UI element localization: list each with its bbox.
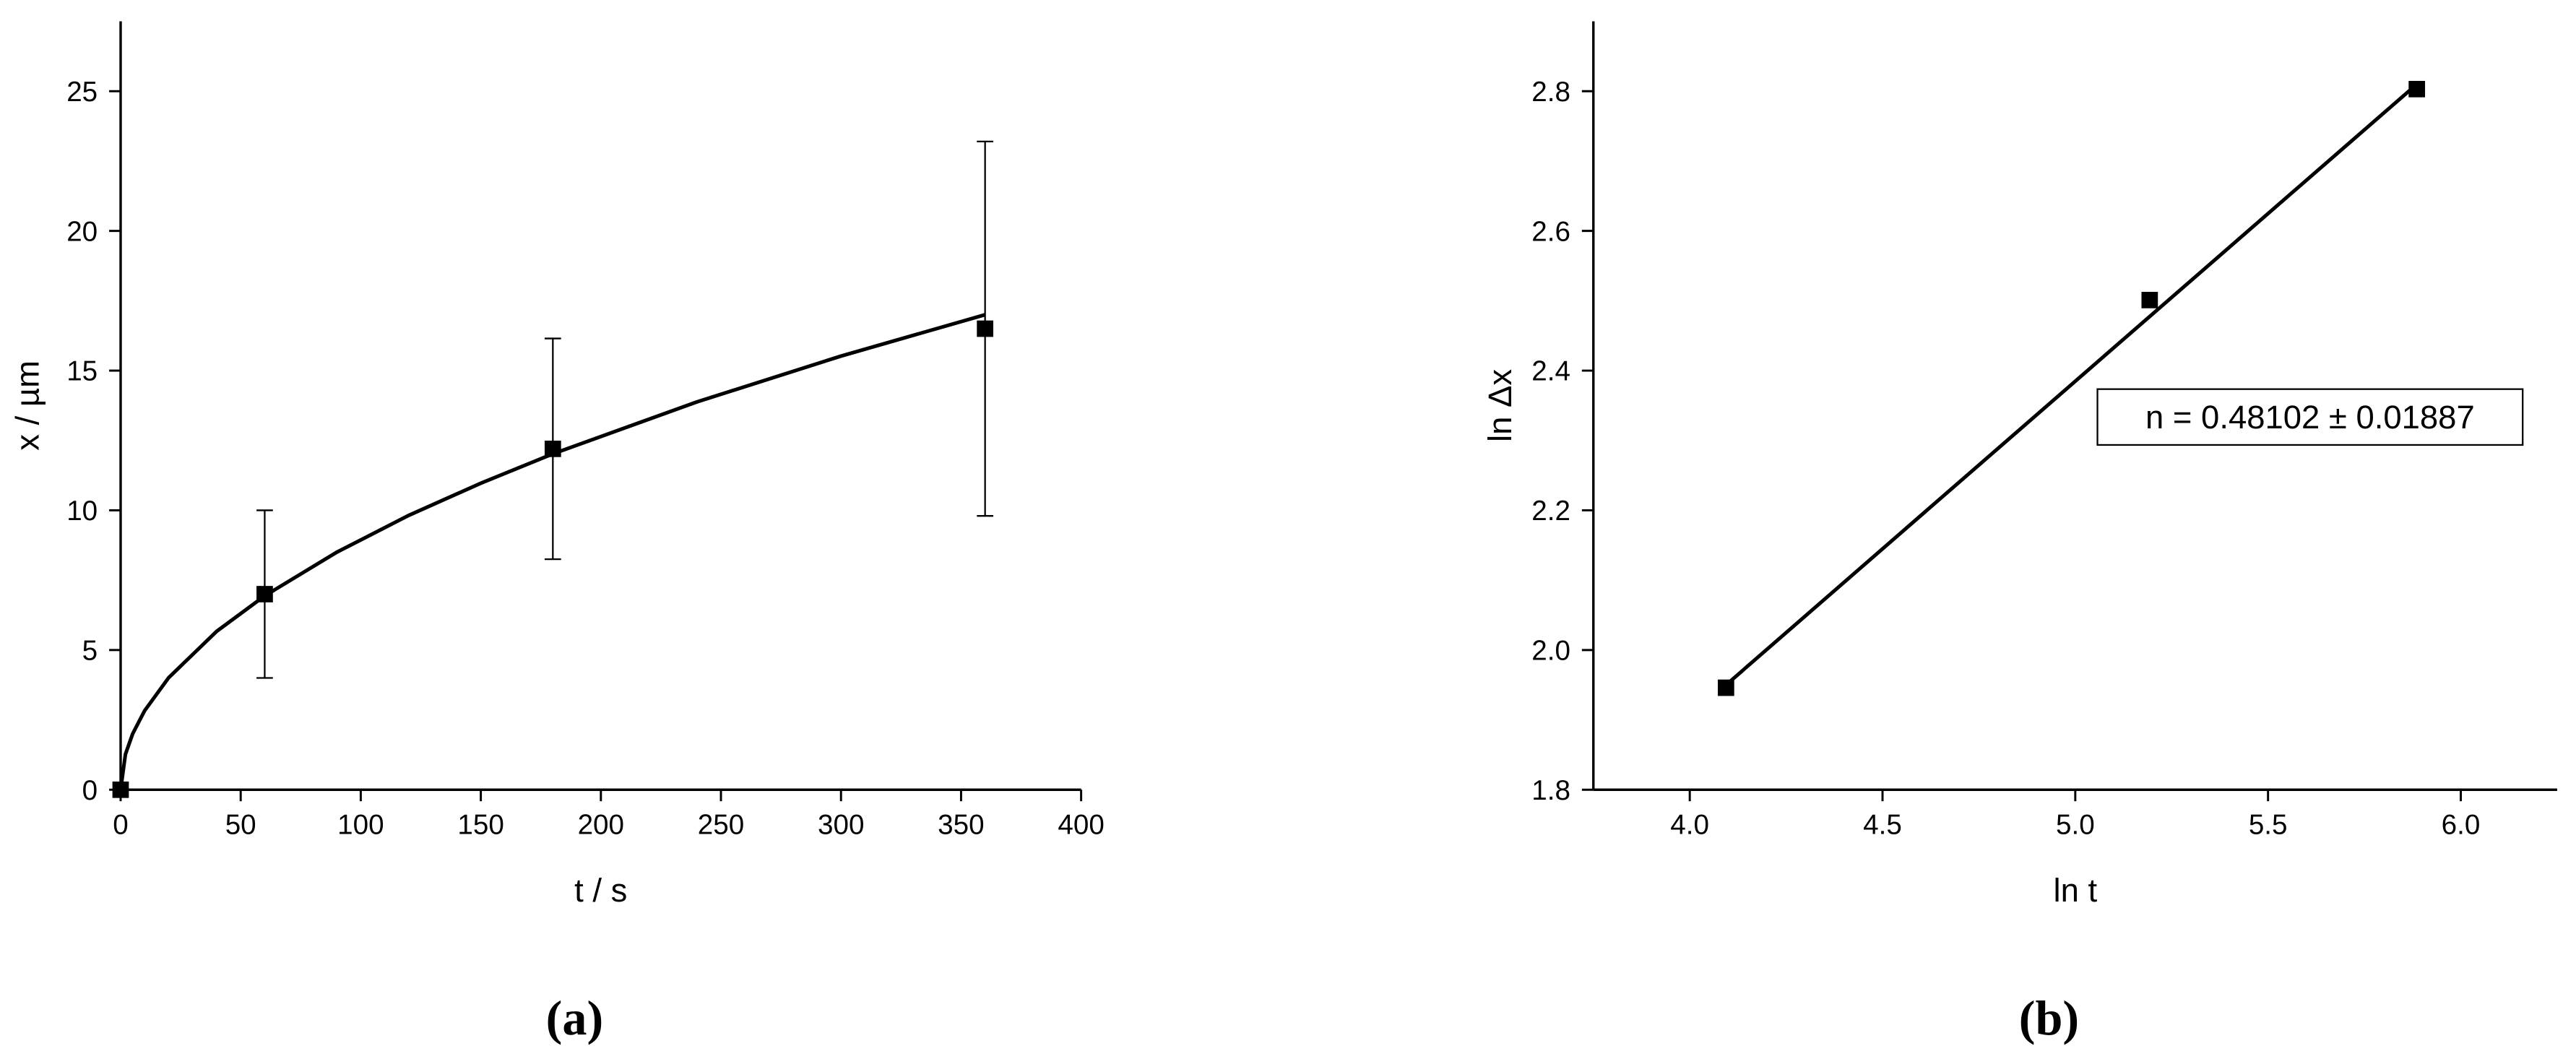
x-tick-label: 5.0 (2056, 810, 2095, 841)
x-tick-label: 5.5 (2249, 810, 2288, 841)
y-tick-label: 1.8 (1531, 775, 1570, 806)
y-tick-label: 2.6 (1531, 216, 1570, 247)
y-tick-label: 2.4 (1531, 356, 1570, 387)
x-tick-label: 150 (457, 810, 503, 841)
annotation-box (2096, 388, 2524, 446)
x-tick-label: 100 (337, 810, 384, 841)
x-tick-label: 6.0 (2442, 810, 2481, 841)
fit-line (1724, 82, 2419, 687)
y-axis-title: ln Δx (1482, 369, 1518, 442)
y-tick-label: 5 (82, 635, 98, 666)
panel-label: (a) (546, 990, 604, 1045)
x-tick-label: 200 (578, 810, 624, 841)
x-tick-label: 4.0 (1670, 810, 1709, 841)
x-tick-label: 300 (818, 810, 864, 841)
y-tick-label: 15 (66, 356, 98, 387)
panel-label: (b) (2019, 990, 2079, 1045)
x-tick-label: 50 (225, 810, 256, 841)
y-axis-title: x / µm (9, 360, 46, 451)
x-tick-label: 350 (938, 810, 984, 841)
x-tick-label: 400 (1058, 810, 1104, 841)
x-axis-title: t / s (574, 872, 627, 909)
x-tick-label: 0 (113, 810, 128, 841)
fit-line (118, 313, 986, 790)
y-tick-label: 25 (66, 77, 98, 108)
y-tick-label: 0 (82, 775, 98, 806)
marker (2408, 80, 2426, 98)
x-tick-label: 4.5 (1863, 810, 1902, 841)
y-tick-label: 2.8 (1531, 77, 1570, 108)
x-tick-label: 250 (698, 810, 744, 841)
x-axis-title: ln t (2054, 872, 2098, 909)
marker (977, 320, 994, 337)
y-tick-label: 2.2 (1531, 496, 1570, 527)
marker (2141, 292, 2158, 308)
y-tick-label: 10 (66, 496, 98, 527)
y-tick-label: 20 (66, 216, 98, 247)
annotation: n = 0.48102 ± 0.01887 (2145, 399, 2475, 436)
y-tick-label: 2.0 (1531, 635, 1570, 666)
